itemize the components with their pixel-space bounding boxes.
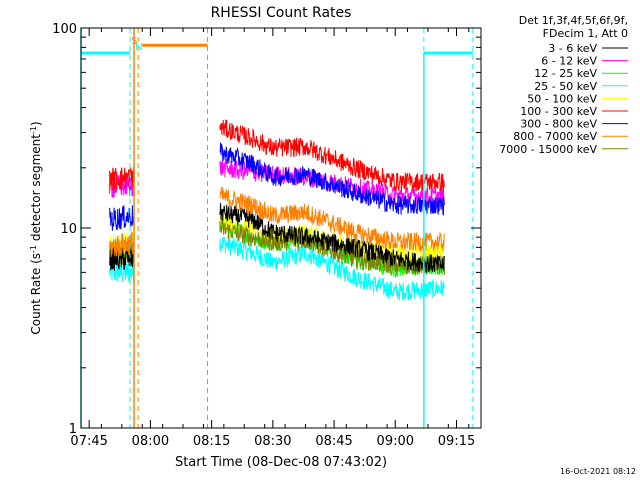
x-tick-label: 07:45 bbox=[70, 434, 107, 449]
series-line-post bbox=[219, 218, 445, 276]
legend-label: 3 - 6 keV bbox=[548, 42, 597, 55]
series-line-post bbox=[219, 236, 445, 301]
legend: Det 1f,3f,4f,5f,6f,9f, FDecim 1, Att 0 3… bbox=[499, 14, 628, 156]
x-tick-label: 09:00 bbox=[377, 434, 414, 449]
legend-label: 25 - 50 keV bbox=[534, 80, 597, 93]
y-tick-label: 100 bbox=[52, 22, 77, 37]
series-line-post bbox=[219, 202, 445, 273]
flag-label: N bbox=[135, 42, 142, 53]
x-tick-label: 08:30 bbox=[254, 434, 291, 449]
x-tick-label: 08:15 bbox=[193, 434, 230, 449]
legend-label: 6 - 12 keV bbox=[541, 55, 597, 68]
series-line-post bbox=[219, 187, 445, 252]
series-line-pre bbox=[109, 166, 135, 191]
legend-header-line-2: FDecim 1, Att 0 bbox=[543, 27, 628, 40]
flag-label: S bbox=[131, 36, 137, 47]
x-tick-label: 09:15 bbox=[438, 434, 475, 449]
legend-header-line-1: Det 1f,3f,4f,5f,6f,9f, bbox=[519, 14, 628, 27]
y-axis-label: Count Rate (s-1 detector segment-1) bbox=[29, 121, 44, 334]
x-tick-label: 08:45 bbox=[315, 434, 352, 449]
series-line-post bbox=[219, 142, 445, 216]
x-tick-label: 08:00 bbox=[132, 434, 169, 449]
legend-label: 50 - 100 keV bbox=[527, 92, 597, 105]
axes-layer: 07:45 08:00 08:15 08:30 08:45 09:00 09:15 1 10 10… bbox=[52, 22, 481, 449]
legend-label: 300 - 800 keV bbox=[520, 118, 597, 131]
legend-label: 7000 - 15000 keV bbox=[499, 143, 597, 156]
chart-title: RHESSI Count Rates bbox=[211, 5, 352, 21]
legend-label: 12 - 25 keV bbox=[534, 67, 597, 80]
series-line-post bbox=[219, 119, 445, 192]
series-line-pre bbox=[109, 205, 135, 231]
legend-label: 800 - 7000 keV bbox=[513, 130, 597, 143]
legend-label: 100 - 300 keV bbox=[520, 105, 597, 118]
x-axis-label: Start Time (08-Dec-08 07:43:02) bbox=[175, 455, 387, 470]
y-tick-label: 1 bbox=[69, 422, 77, 437]
y-tick-label: 10 bbox=[60, 222, 77, 237]
footer-date: 16-Oct-2021 08:12 bbox=[560, 467, 636, 476]
